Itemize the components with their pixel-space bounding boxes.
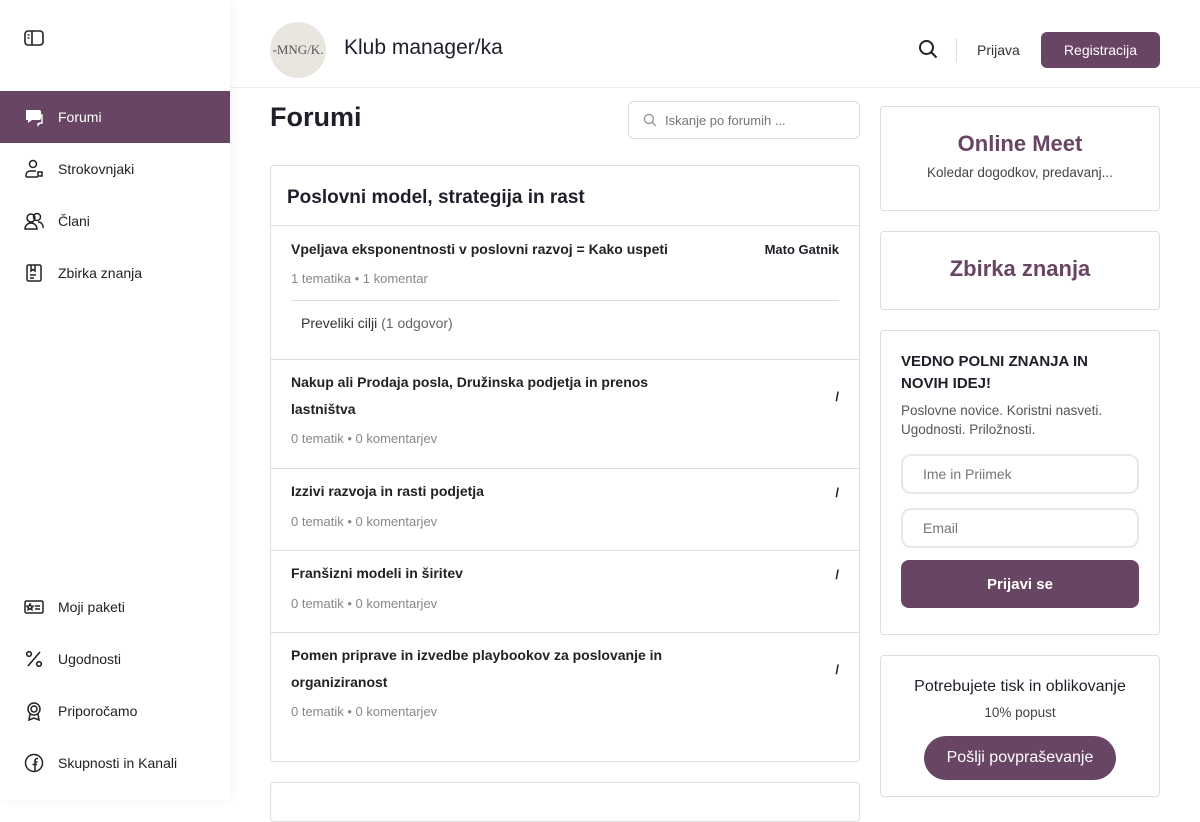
forum-category-card	[270, 782, 860, 822]
page-title: Forumi	[270, 102, 362, 132]
online-meet-title[interactable]: Online Meet	[957, 131, 1083, 156]
newsletter-card: VEDNO POLNI ZNANJA IN NOVIH IDEJ! Poslov…	[880, 330, 1160, 635]
send-inquiry-button[interactable]: Pošlji povpraševanje	[923, 736, 1117, 780]
category-title: Poslovni model, strategija in rast	[271, 166, 859, 226]
sidebar-item-label: Zbirka znanja	[58, 265, 143, 281]
sidebar-item-zbirka-znanja[interactable]: Zbirka znanja	[0, 247, 230, 299]
user-expert-icon	[25, 159, 43, 178]
sidebar-item-skupnosti[interactable]: Skupnosti in Kanali	[0, 737, 230, 789]
sidebar-item-label: Ugodnosti	[58, 651, 122, 667]
subscribe-button[interactable]: Prijavi se	[901, 560, 1139, 608]
subforum-title[interactable]: Preveliki cilji	[301, 315, 378, 331]
top-header: -MNG/K. Klub manager/ka Prijava Registra…	[230, 0, 1200, 88]
sidebar-item-priporocamo[interactable]: Priporočamo	[0, 685, 230, 737]
online-meet-card[interactable]: Online Meet Koledar dogodkov, predavanj.…	[880, 106, 1160, 211]
divider	[956, 38, 957, 62]
chat-bubbles-icon	[26, 110, 43, 127]
sidebar-item-label: Forumi	[58, 109, 102, 125]
name-input[interactable]	[901, 454, 1139, 494]
newsletter-title: VEDNO POLNI ZNANJA IN NOVIH IDEJ!	[901, 353, 1088, 392]
subforum-count: (1 odgovor)	[381, 315, 453, 331]
last-poster: /	[835, 389, 839, 404]
zbirka-card[interactable]: Zbirka znanja	[880, 231, 1160, 310]
forum-row[interactable]: Pomen priprave in izvedbe playbookov za …	[271, 633, 859, 743]
last-poster: /	[835, 485, 839, 500]
last-poster: /	[835, 567, 839, 582]
forum-category-card: Poslovni model, strategija in rast Vpelj…	[270, 165, 860, 762]
sidebar-item-forumi[interactable]: Forumi	[0, 91, 230, 143]
forum-row[interactable]: Nakup ali Prodaja posla, Družinska podje…	[271, 360, 859, 469]
forum-meta: 1 tematika • 1 komentar	[291, 271, 428, 286]
card-star-icon	[24, 600, 44, 614]
forum-row[interactable]: Izzivi razvoja in rasti podjetja / 0 tem…	[271, 469, 859, 551]
forum-meta: 0 tematik • 0 komentarjev	[291, 514, 438, 529]
forum-title[interactable]: Nakup ali Prodaja posla, Družinska podje…	[291, 374, 649, 417]
last-poster[interactable]: Mato Gatnik	[764, 242, 839, 257]
forum-row[interactable]: Vpeljava eksponentnosti v poslovni razvo…	[271, 226, 859, 360]
facebook-icon	[24, 753, 44, 773]
award-icon	[27, 702, 41, 721]
percent-icon	[25, 650, 43, 668]
zbirka-title[interactable]: Zbirka znanja	[949, 256, 1091, 281]
sidebar-item-ugodnosti[interactable]: Ugodnosti	[0, 633, 230, 685]
app-title: Klub manager/ka	[344, 36, 503, 59]
sidebar-item-clani[interactable]: Člani	[0, 195, 230, 247]
forum-meta: 0 tematik • 0 komentarjev	[291, 596, 438, 611]
sidebar-item-moji-paketi[interactable]: Moji paketi	[0, 581, 230, 633]
forum-title[interactable]: Vpeljava eksponentnosti v poslovni razvo…	[291, 241, 668, 257]
sidebar: Forumi Strokovnjaki Člani Zbirka znanja …	[0, 0, 230, 800]
club-logo[interactable]: -MNG/K.	[270, 22, 326, 78]
register-button[interactable]: Registracija	[1041, 32, 1160, 68]
email-input[interactable]	[901, 508, 1139, 548]
book-icon	[26, 264, 42, 282]
last-poster: /	[835, 662, 839, 677]
forum-meta: 0 tematik • 0 komentarjev	[291, 431, 438, 446]
forum-row[interactable]: Franšizni modeli in širitev / 0 tematik …	[271, 551, 859, 633]
print-card: Potrebujete tisk in oblikovanje 10% popu…	[880, 655, 1160, 797]
print-discount: 10% popust	[984, 705, 1056, 720]
forum-search[interactable]	[628, 101, 860, 139]
sidebar-item-label: Priporočamo	[58, 703, 138, 719]
print-title: Potrebujete tisk in oblikovanje	[914, 678, 1126, 695]
online-meet-subtitle: Koledar dogodkov, predavanj...	[927, 165, 1113, 180]
newsletter-text: Poslovne novice. Koristni nasveti. Ugodn…	[901, 403, 1103, 437]
sidebar-toggle-icon[interactable]	[24, 30, 44, 46]
forum-title[interactable]: Pomen priprave in izvedbe playbookov za …	[291, 647, 663, 690]
forum-meta: 0 tematik • 0 komentarjev	[291, 704, 438, 719]
subforum-link[interactable]: Preveliki cilji (1 odgovor)	[291, 300, 839, 345]
forum-title[interactable]: Franšizni modeli in širitev	[291, 565, 463, 581]
forum-title[interactable]: Izzivi razvoja in rasti podjetja	[291, 483, 484, 499]
sidebar-item-label: Člani	[58, 213, 90, 229]
login-link[interactable]: Prijava	[977, 42, 1020, 58]
sidebar-item-label: Skupnosti in Kanali	[58, 755, 178, 771]
search-icon[interactable]	[918, 39, 938, 59]
users-icon	[24, 212, 44, 230]
search-icon	[643, 113, 657, 127]
forum-search-input[interactable]	[665, 112, 845, 128]
sidebar-item-label: Strokovnjaki	[58, 161, 135, 177]
sidebar-item-label: Moji paketi	[58, 599, 125, 615]
sidebar-item-strokovnjaki[interactable]: Strokovnjaki	[0, 143, 230, 195]
